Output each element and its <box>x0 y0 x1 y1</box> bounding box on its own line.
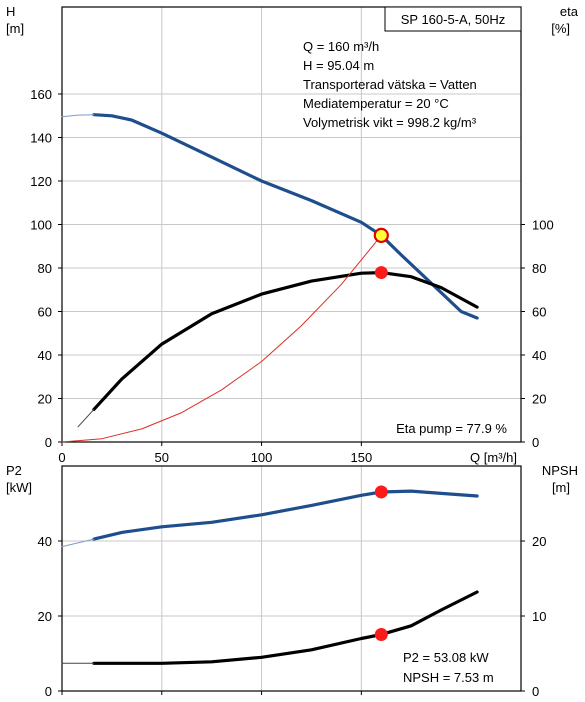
right-axis-unit: [%] <box>551 21 570 36</box>
right-tick-label: 20 <box>532 534 546 549</box>
left-tick-label: 20 <box>38 609 52 624</box>
right-tick-label: 0 <box>532 435 539 450</box>
x-tick-label: 100 <box>251 450 273 465</box>
info-line: Q = 160 m³/h <box>303 39 379 54</box>
x-axis-label: Q [m³/h] <box>470 450 517 465</box>
left-tick-label: 20 <box>38 392 52 407</box>
info-line: Mediatemperatur = 20 °C <box>303 96 449 111</box>
left-tick-label: 0 <box>45 684 52 699</box>
x-tick-label: 0 <box>58 450 65 465</box>
info-line: P2 = 53.08 kW <box>403 650 489 665</box>
info-line: NPSH = 7.53 m <box>403 670 494 685</box>
left-tick-label: 100 <box>30 218 52 233</box>
left-tick-label: 140 <box>30 131 52 146</box>
right-tick-label: 100 <box>532 218 554 233</box>
left-tick-label: 160 <box>30 87 52 102</box>
left-tick-label: 120 <box>30 174 52 189</box>
info-line: Transporterad vätska = Vatten <box>303 77 477 92</box>
left-tick-label: 0 <box>45 435 52 450</box>
series-line-eta <box>92 271 479 411</box>
info-line: H = 95.04 m <box>303 58 374 73</box>
chart-title: SP 160-5-A, 50Hz <box>401 12 506 27</box>
series-line-p2 <box>92 489 479 541</box>
eta-pump-label: Eta pump = 77.9 % <box>396 421 507 436</box>
series-line-system <box>61 234 382 443</box>
duty-point-marker <box>373 227 389 243</box>
right-tick-label: 80 <box>532 261 546 276</box>
operating-point-marker <box>374 485 388 499</box>
series-line-p2-ext <box>61 538 95 548</box>
left-axis-label: H <box>6 4 15 19</box>
left-tick-label: 40 <box>38 534 52 549</box>
series-line-h-ext <box>61 114 95 118</box>
left-axis-label: P2 <box>6 463 22 478</box>
left-tick-label: 60 <box>38 305 52 320</box>
left-tick-label: 40 <box>38 348 52 363</box>
right-tick-label: 0 <box>532 684 539 699</box>
right-tick-label: 20 <box>532 392 546 407</box>
x-tick-label: 50 <box>155 450 169 465</box>
left-axis-unit: [m] <box>6 21 24 36</box>
left-tick-label: 80 <box>38 261 52 276</box>
title-box <box>384 6 522 32</box>
plot-frame <box>61 465 522 692</box>
right-axis-label: NPSH <box>542 463 578 478</box>
right-axis-label: eta <box>560 4 579 19</box>
chart-panel-power-npsh: 0 20 40 0 10 20 P2 [kW] NPSH [m] P2 = 53.08 kW NPSH… <box>6 463 578 699</box>
series-line-eta-ext <box>77 408 95 428</box>
right-axis-unit: [m] <box>552 480 570 495</box>
chart-panel-head-efficiency: 0 50 100 150 0 20 40 60 80 100 120 140 160 0 20 40 60 80 1… <box>6 4 579 465</box>
operating-point-marker <box>374 628 388 642</box>
right-tick-label: 40 <box>532 348 546 363</box>
x-tick-label: 150 <box>350 450 372 465</box>
left-axis-unit: [kW] <box>6 480 32 495</box>
operating-point-marker <box>374 266 388 280</box>
right-tick-label: 10 <box>532 609 546 624</box>
info-line: Volymetrisk vikt = 998.2 kg/m³ <box>303 115 477 130</box>
right-tick-label: 60 <box>532 305 546 320</box>
series-line-npsh <box>92 590 479 665</box>
